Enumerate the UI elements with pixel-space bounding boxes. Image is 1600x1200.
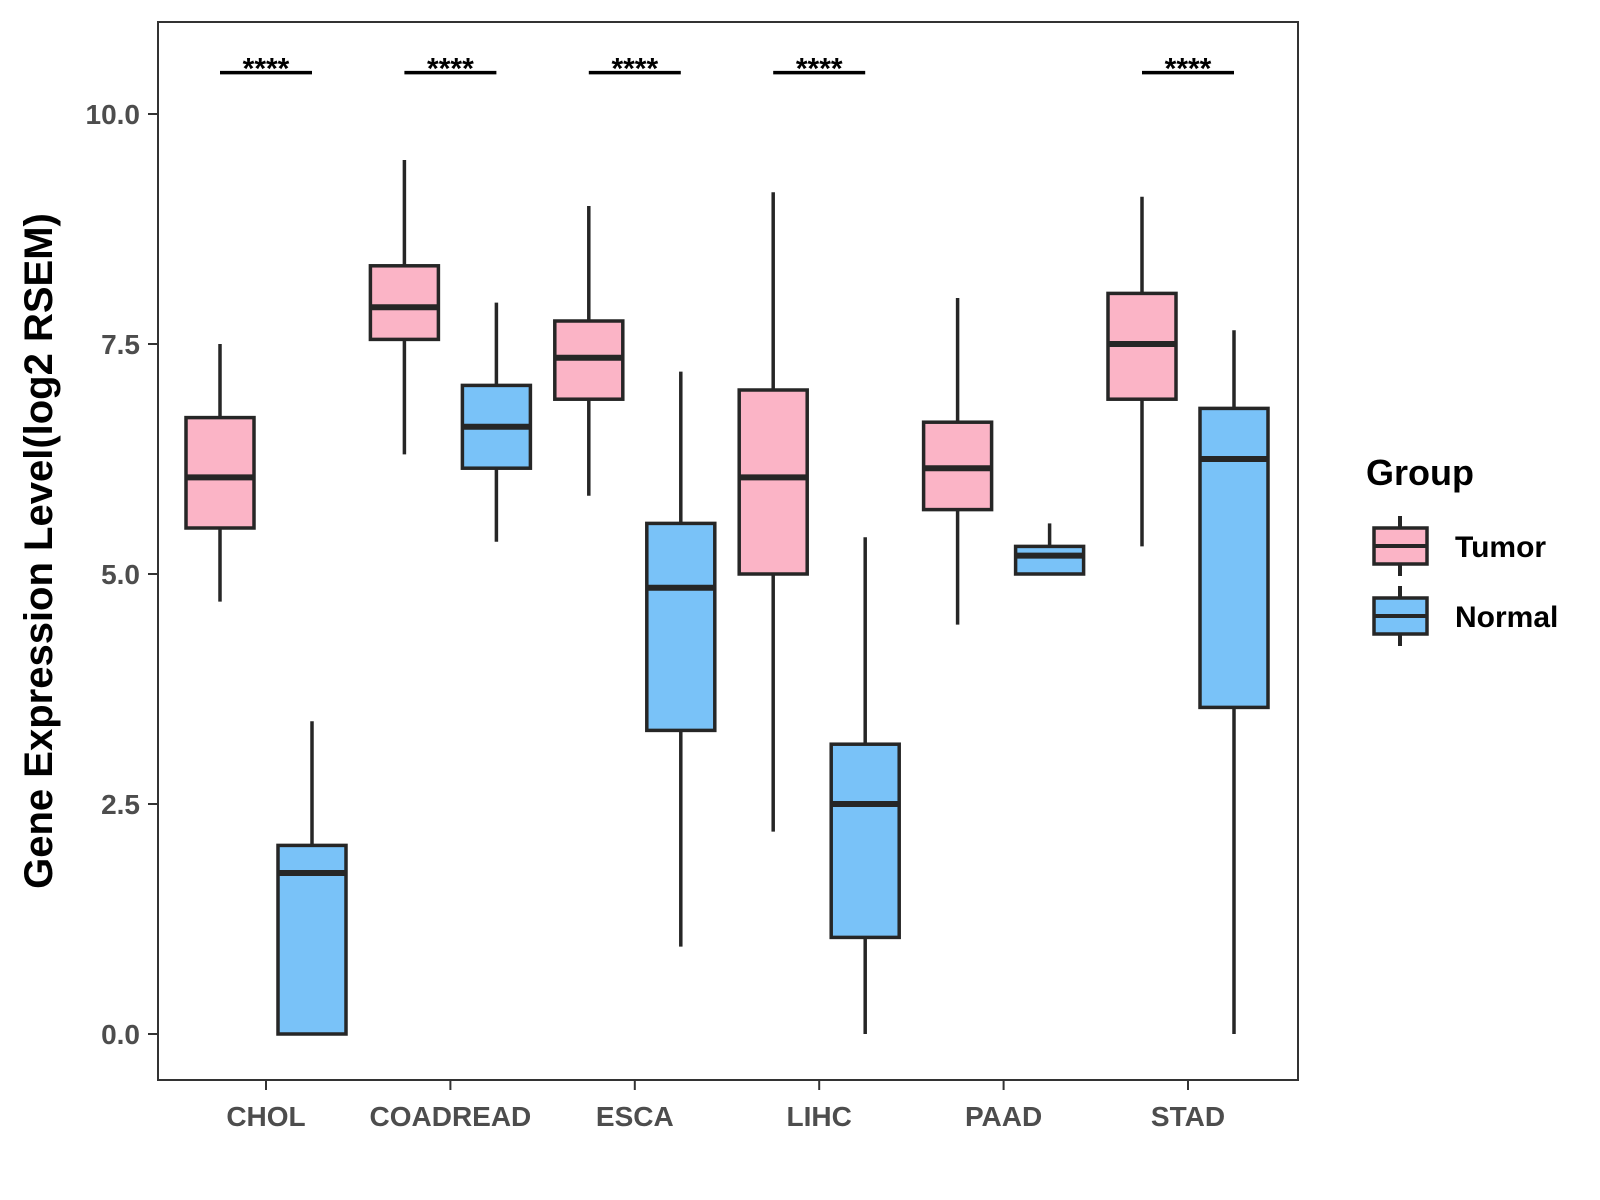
box-normal-lihc bbox=[829, 537, 901, 1034]
significance-label: **** bbox=[611, 53, 658, 86]
box-iqr bbox=[276, 843, 348, 1036]
box-normal-paad bbox=[1013, 523, 1086, 576]
legend-key-normal bbox=[1372, 586, 1429, 646]
box-iqr bbox=[368, 264, 441, 342]
box-iqr bbox=[737, 388, 809, 576]
x-axis: CHOL COADREAD ESCA LIHC PAAD STAD bbox=[226, 1080, 1225, 1132]
legend-label-normal: Normal bbox=[1455, 601, 1558, 634]
box-iqr bbox=[645, 521, 717, 733]
significance-label: **** bbox=[243, 53, 290, 86]
x-tick-label: ESCA bbox=[596, 1101, 674, 1132]
y-tick-label: 0.0 bbox=[101, 1019, 140, 1050]
box-normal-chol bbox=[276, 721, 348, 1036]
box-tumor-chol bbox=[184, 344, 256, 602]
y-tick-label: 5.0 bbox=[101, 559, 140, 590]
box-normal-stad bbox=[1198, 330, 1270, 1034]
x-tick-label: PAAD bbox=[965, 1101, 1042, 1132]
plot-panel bbox=[157, 21, 1299, 1081]
significance-label: **** bbox=[796, 53, 843, 86]
box-iqr bbox=[184, 415, 256, 530]
legend-key-tumor bbox=[1372, 516, 1429, 576]
legend-label-tumor: Tumor bbox=[1455, 531, 1546, 564]
y-tick-label: 2.5 bbox=[101, 789, 140, 820]
y-axis: 0.0 2.5 5.0 7.5 10.0 bbox=[86, 99, 158, 1050]
x-tick-label: LIHC bbox=[787, 1101, 852, 1132]
box-iqr bbox=[1198, 406, 1270, 710]
box-tumor-paad bbox=[921, 298, 994, 625]
x-tick-label: STAD bbox=[1151, 1101, 1225, 1132]
y-tick-label: 10.0 bbox=[86, 99, 141, 130]
significance-label: **** bbox=[427, 53, 474, 86]
box-normal-coadread bbox=[460, 302, 533, 542]
box-iqr bbox=[1013, 544, 1086, 576]
box-normal-esca bbox=[645, 371, 717, 947]
y-tick-label: 7.5 bbox=[101, 329, 140, 360]
y-axis-title: Gene Expression Level(log2 RSEM) bbox=[17, 213, 61, 889]
x-tick-label: CHOL bbox=[226, 1101, 305, 1132]
significance-layer: **** **** **** **** **** bbox=[220, 53, 1234, 86]
x-tick-label: COADREAD bbox=[370, 1101, 532, 1132]
box-tumor-esca bbox=[553, 206, 625, 496]
box-tumor-coadread bbox=[368, 160, 441, 455]
box-iqr bbox=[829, 742, 901, 940]
box-tumor-lihc bbox=[737, 192, 809, 832]
legend-title: Group bbox=[1366, 452, 1474, 493]
box-tumor-stad bbox=[1106, 196, 1178, 547]
boxes-layer bbox=[184, 160, 1270, 1036]
legend: Group Tumor Normal bbox=[1366, 452, 1558, 646]
significance-label: **** bbox=[1165, 53, 1212, 86]
